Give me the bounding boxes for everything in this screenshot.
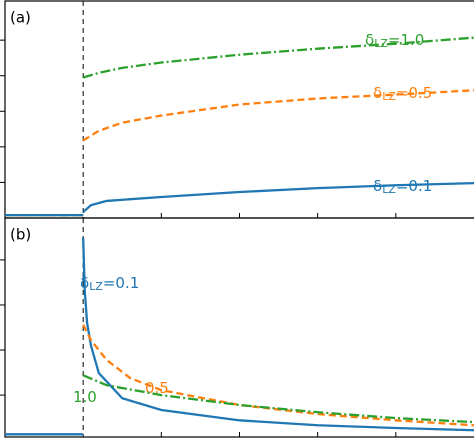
series-label: δLZ=0.1: [373, 177, 432, 197]
series-label: δLZ=0.1: [80, 274, 139, 294]
series-line: [5, 237, 474, 436]
panel-label: (a): [10, 9, 31, 27]
series-label: δLZ=0.5: [373, 84, 432, 104]
series-label: δLZ=1.0: [365, 31, 424, 51]
series-label-part: LZ: [382, 90, 396, 103]
series-label-part: δ: [373, 177, 382, 195]
series-label-part: LZ: [89, 280, 103, 293]
series-label-part: =0.1: [396, 177, 432, 195]
series-line: [82, 324, 474, 427]
series-label-part: δ: [365, 31, 374, 49]
series-label-part: δ: [373, 84, 382, 102]
series-label-part: 1.0: [73, 388, 97, 406]
series-label: 1.0: [73, 388, 97, 406]
series-label: 0.5: [145, 379, 169, 397]
series-line: [82, 374, 474, 424]
series-label-part: =0.5: [396, 84, 432, 102]
series-label-part: =1.0: [388, 31, 424, 49]
series-line: [5, 181, 474, 217]
series-line: [5, 89, 474, 217]
series-label-part: 0.5: [145, 379, 169, 397]
series-label-part: LZ: [374, 37, 388, 50]
series-label-part: δ: [80, 274, 89, 292]
series-label-part: =0.1: [103, 274, 139, 292]
series-label-part: LZ: [382, 183, 396, 196]
plot-frame: [4, 217, 474, 438]
panel-label: (b): [10, 226, 31, 244]
